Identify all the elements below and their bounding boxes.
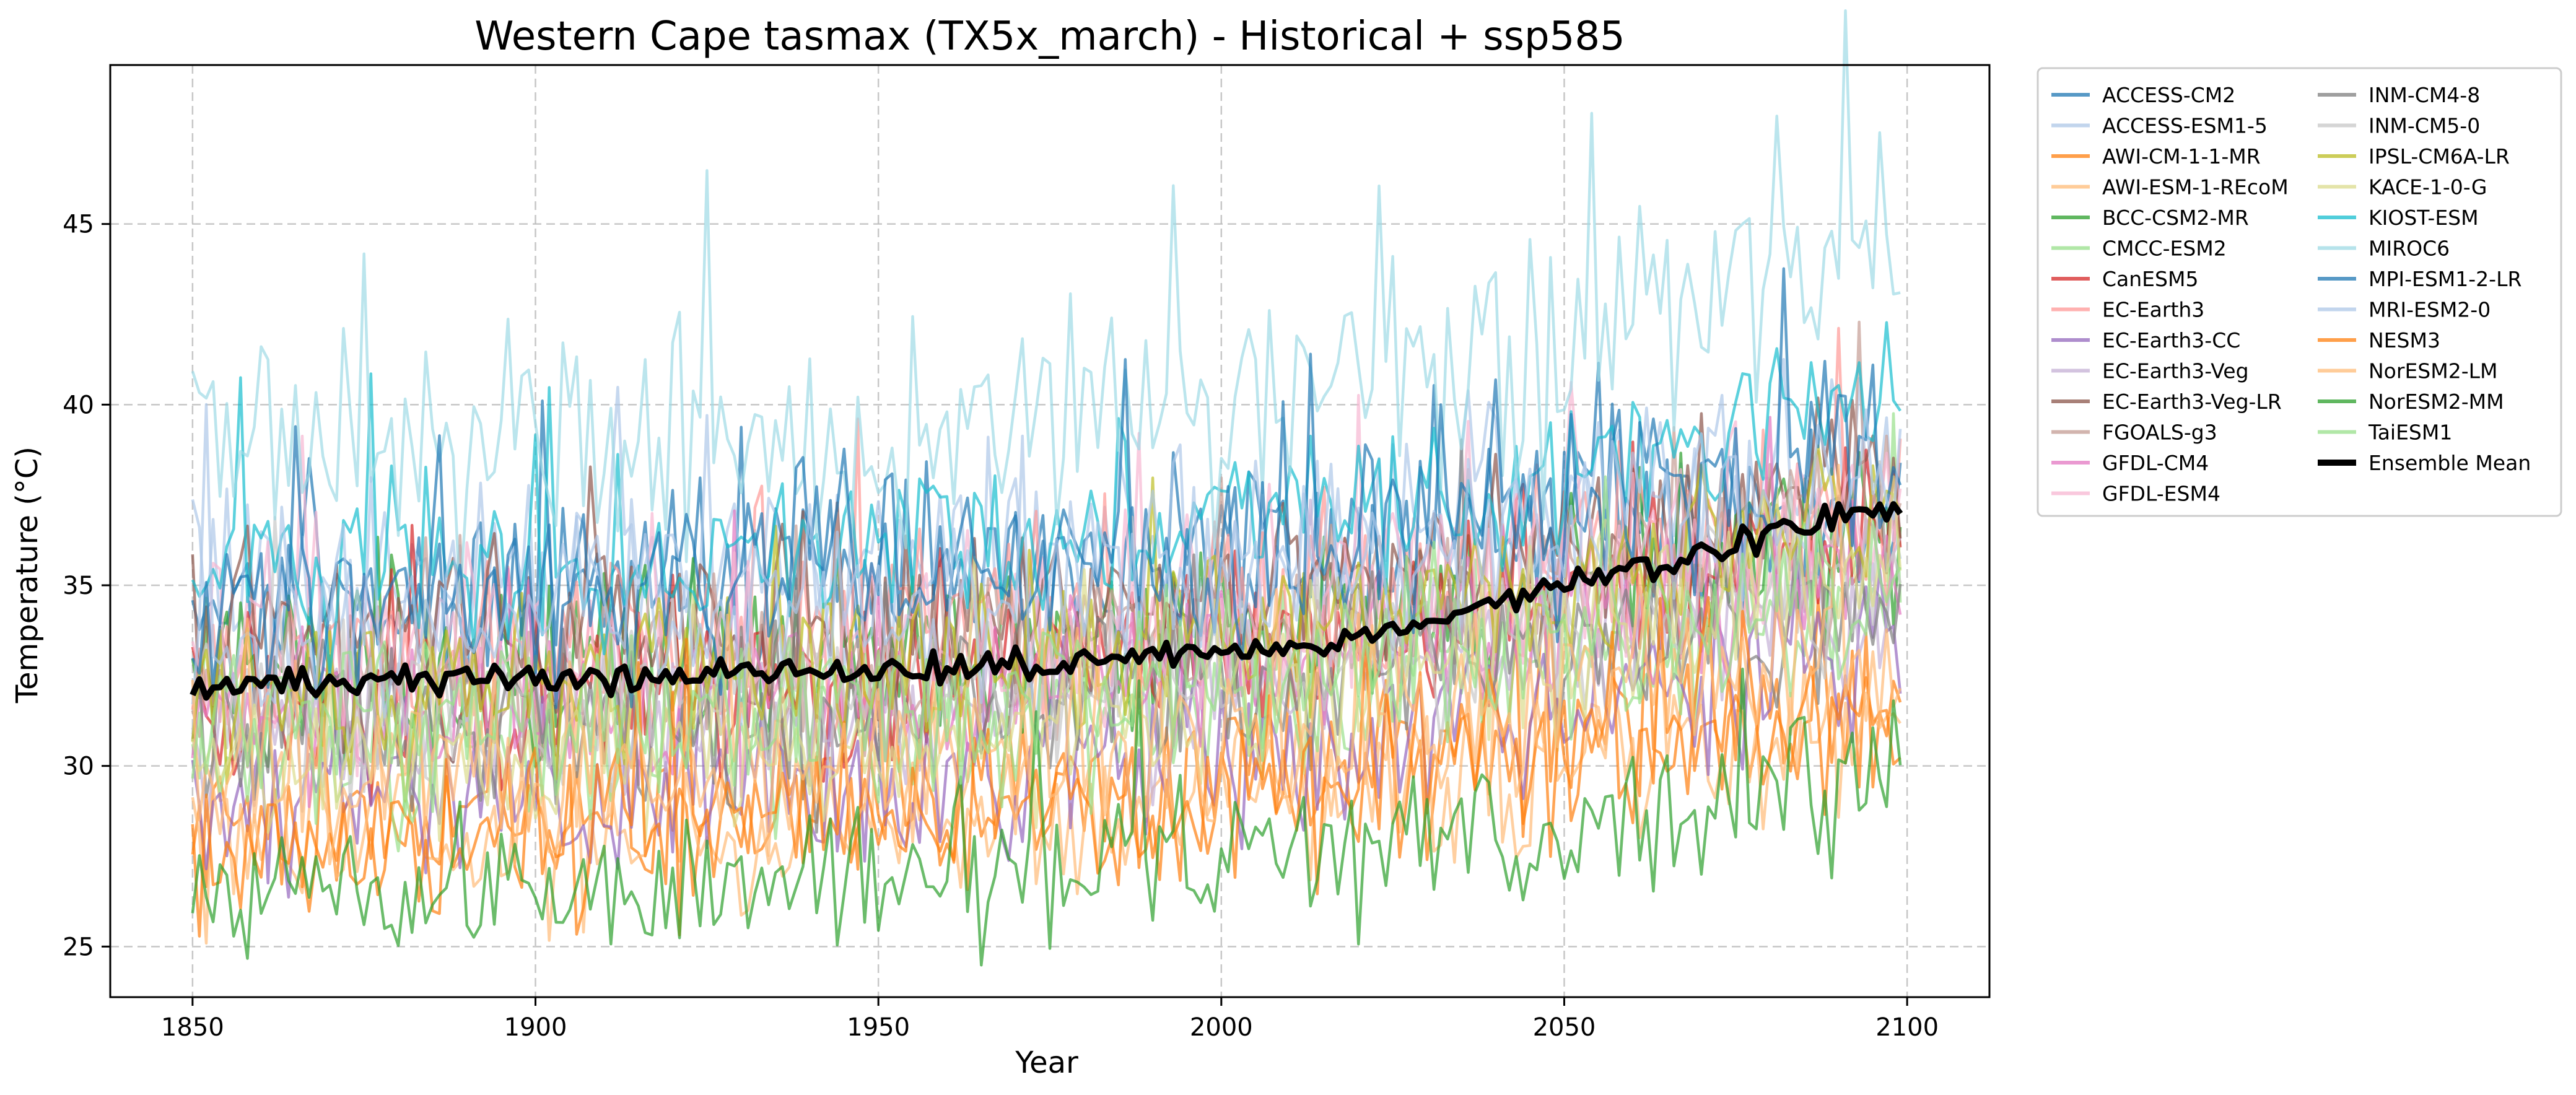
series-line-nesm3 — [191, 596, 1901, 938]
legend-entry-label: MIROC6 — [2369, 237, 2450, 261]
legend-entry-label: INM-CM5-0 — [2369, 114, 2480, 138]
chart-title: Western Cape tasmax (TX5x_march) - Histo… — [474, 14, 1625, 59]
legend-entry-label: ACCESS-CM2 — [2102, 83, 2235, 107]
legend-entry-label: NorESM2-MM — [2369, 390, 2504, 414]
series-line-miroc6 — [191, 9, 1901, 604]
series-line-ensemble-mean — [190, 501, 1903, 701]
legend-entry-label: AWI-CM-1-1-MR — [2102, 144, 2261, 168]
x-axis-label: Year — [1015, 1045, 1078, 1080]
legend-entry-label: GFDL-ESM4 — [2102, 482, 2220, 506]
legend-entry-label: KACE-1-0-G — [2369, 175, 2487, 199]
legend-entry-label: KIOST-ESM — [2369, 206, 2479, 230]
legend-entry-label: EC-Earth3-CC — [2102, 328, 2240, 352]
legend-entry-label: BCC-CSM2-MR — [2102, 206, 2249, 230]
legend-entry-label: CanESM5 — [2102, 267, 2198, 291]
x-tick-label: 2000 — [1190, 1013, 1253, 1042]
legend-box — [2037, 67, 2562, 517]
legend-entry-label: MRI-ESM2-0 — [2369, 298, 2491, 322]
legend-entry-label: MPI-ESM1-2-LR — [2369, 267, 2521, 291]
legend-entry-label: NESM3 — [2369, 328, 2440, 352]
y-tick-label: 35 — [63, 572, 94, 600]
legend-entry-label: FGOALS-g3 — [2102, 421, 2217, 445]
legend-entry-label: NorESM2-LM — [2369, 359, 2497, 383]
x-tick-label: 1900 — [504, 1013, 567, 1042]
plot-area: 1850 1900 1950 2000 2050 2100 25 30 35 40 45 — [63, 9, 1991, 1042]
x-tick-label: 2100 — [1875, 1013, 1939, 1042]
legend-entry-label: INM-CM4-8 — [2369, 83, 2480, 107]
series-line-mri-esm2-0 — [191, 403, 1902, 726]
legend-entry-label: EC-Earth3-Veg — [2102, 359, 2249, 383]
legend-entry-label: Ensemble Mean — [2369, 451, 2531, 475]
legend-entry-label: CMCC-ESM2 — [2102, 237, 2227, 261]
y-tick-label: 25 — [63, 933, 94, 961]
legend-entry-label: EC-Earth3 — [2102, 298, 2204, 322]
y-axis-label: Temperature (°C) — [10, 447, 45, 704]
plot-frame — [109, 64, 1991, 998]
x-tick-label: 1950 — [847, 1013, 910, 1042]
legend-entry-label: IPSL-CM6A-LR — [2369, 144, 2510, 168]
legend: ACCESS-CM2 ACCESS-ESM1-5 AWI-CM-1-1-MR AWI-… — [2037, 67, 2562, 517]
legend-entry-label: AWI-ESM-1-REcoM — [2102, 175, 2289, 199]
legend-entry-label: EC-Earth3-Veg-LR — [2102, 390, 2282, 414]
series-line-noresm2-mm — [191, 667, 1902, 967]
series-line-taiesm1 — [191, 475, 1902, 825]
y-tick-label: 40 — [63, 391, 94, 419]
legend-entry-label: ACCESS-ESM1-5 — [2102, 114, 2268, 138]
legend-entry-label: TaiESM1 — [2368, 421, 2452, 445]
y-tick-label: 30 — [63, 753, 94, 781]
legend-entry-label: GFDL-CM4 — [2102, 451, 2209, 475]
series-line-noresm2-lm — [191, 463, 1902, 866]
x-tick-label: 2050 — [1533, 1013, 1596, 1042]
y-tick-label: 45 — [63, 211, 94, 239]
x-tick-label: 1850 — [161, 1013, 224, 1042]
